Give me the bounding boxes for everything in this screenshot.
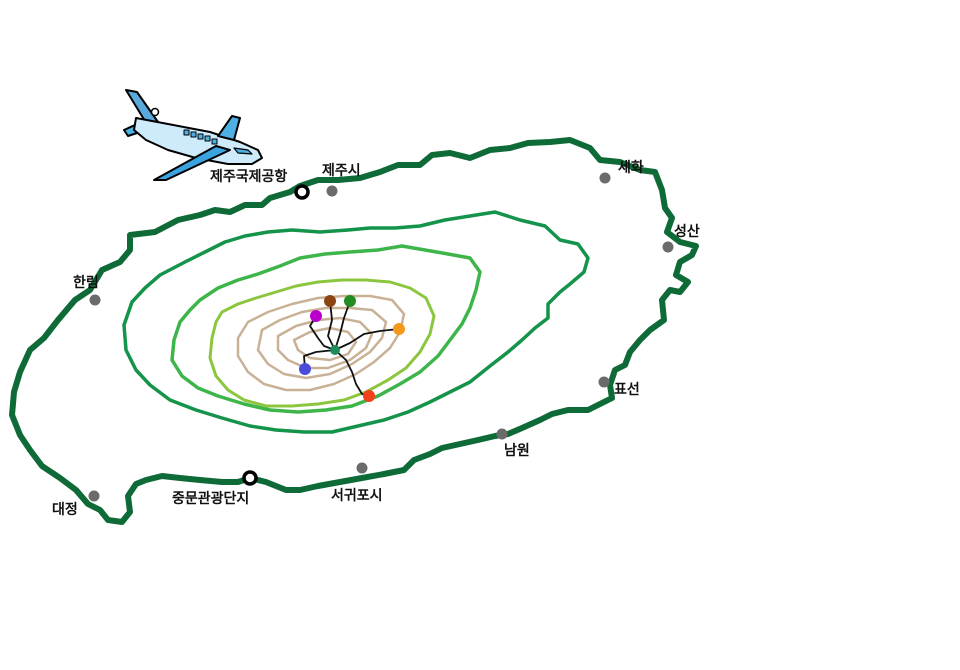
- marker-purple[interactable]: [310, 310, 322, 322]
- landmark-rings: [242, 184, 310, 486]
- city-dot-icon[interactable]: [356, 462, 368, 474]
- city-dot-icon[interactable]: [599, 172, 611, 184]
- hiking-trails: [303, 300, 400, 397]
- city-label-namwon: 남원: [504, 442, 530, 459]
- airplane-icon: [123, 89, 263, 181]
- marker-teal[interactable]: [330, 345, 340, 355]
- city-dot-icon[interactable]: [496, 428, 508, 440]
- contour-inner: [208, 278, 436, 408]
- trail-markers: [299, 295, 405, 402]
- city-label-pyoseon: 표선: [614, 382, 640, 398]
- landmark-label-airport: 제주국제공항: [210, 168, 287, 185]
- contour-outer: [122, 210, 590, 434]
- marker-green[interactable]: [344, 295, 356, 307]
- contour-middle: [170, 244, 482, 414]
- city-label-seongsan: 성산: [674, 223, 700, 240]
- city-dot-icon[interactable]: [88, 490, 100, 502]
- city-label-daejeong: 대정: [52, 501, 78, 518]
- trail-purple: [309, 315, 336, 351]
- city-dots: [88, 172, 674, 502]
- marker-orange[interactable]: [393, 323, 405, 335]
- trail-red: [334, 349, 370, 397]
- marker-blue[interactable]: [299, 363, 311, 375]
- coastline: [9, 137, 699, 525]
- city-dot-icon[interactable]: [598, 376, 610, 388]
- marker-brown[interactable]: [324, 295, 336, 307]
- city-dot-icon[interactable]: [326, 185, 338, 197]
- landmark-label-jungmun: 중문관광단지: [172, 490, 249, 507]
- trail-blue: [303, 349, 336, 370]
- city-label-hallim: 한림: [73, 275, 99, 291]
- city-label-seogwipo: 서귀포시: [331, 487, 383, 504]
- landmark-ring-icon[interactable]: [242, 470, 258, 486]
- marker-red[interactable]: [363, 390, 375, 402]
- landmark-ring-icon[interactable]: [294, 184, 310, 200]
- trail-green: [334, 300, 351, 351]
- city-dot-icon[interactable]: [662, 241, 674, 253]
- trail-brown: [327, 300, 336, 351]
- city-dot-icon[interactable]: [89, 294, 101, 306]
- city-label-sehwa: 세화: [618, 160, 644, 176]
- city-label-jeju-si: 제주시: [322, 163, 361, 179]
- trail-orange: [334, 328, 400, 351]
